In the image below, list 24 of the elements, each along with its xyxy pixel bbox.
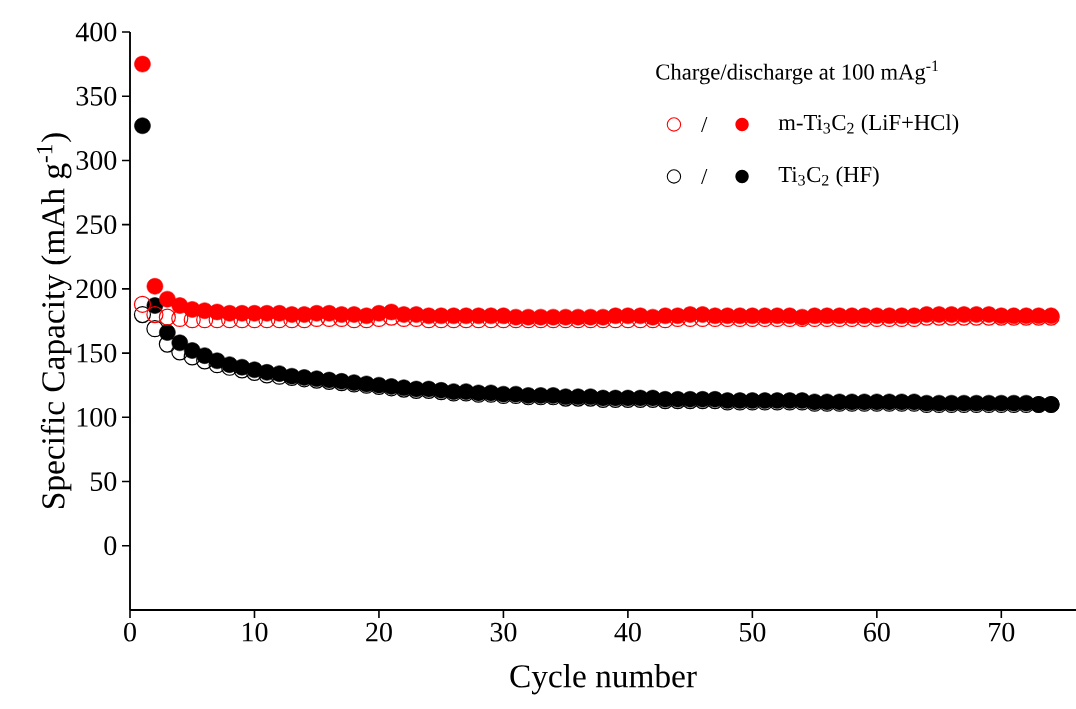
x-tick-label: 30 [490, 622, 517, 642]
x-tick-label: 70 [989, 622, 1015, 642]
y-tick-label: 250 [76, 215, 117, 235]
y-tick-label: 400 [75, 22, 117, 42]
y-tick-label: 350 [76, 86, 117, 106]
y-tick-label: 0 [104, 536, 117, 556]
x-tick-label: 40 [614, 622, 641, 642]
x-tick-label: 0 [124, 622, 136, 642]
x-tick-label: 60 [864, 622, 890, 642]
y-tick-label: 200 [76, 279, 117, 299]
legend-label: m-Ti$_{3}$C$_{2}$ (LiF+HCl) [778, 114, 959, 135]
x-tick-label: 50 [740, 622, 766, 642]
x-axis-title: Cycle number [510, 664, 697, 695]
y-tick-label: 300 [76, 150, 117, 170]
legend-title: Charge/discharge at 100 mAg$^{-1}$ [656, 60, 939, 85]
y-tick-label: 100 [77, 407, 117, 427]
x-tick-label: 10 [242, 622, 268, 642]
y-axis-title: Specific Capacity (mAh g$^{-1}$) [36, 133, 72, 508]
y-tick-label: 150 [77, 343, 117, 363]
x-tick-label: 20 [366, 622, 392, 642]
annotation: / [701, 168, 708, 185]
annotation: / [701, 116, 708, 133]
y-tick-label: 50 [90, 472, 117, 491]
legend-label: Ti$_{3}$C$_{2}$ (HF) [778, 166, 879, 187]
